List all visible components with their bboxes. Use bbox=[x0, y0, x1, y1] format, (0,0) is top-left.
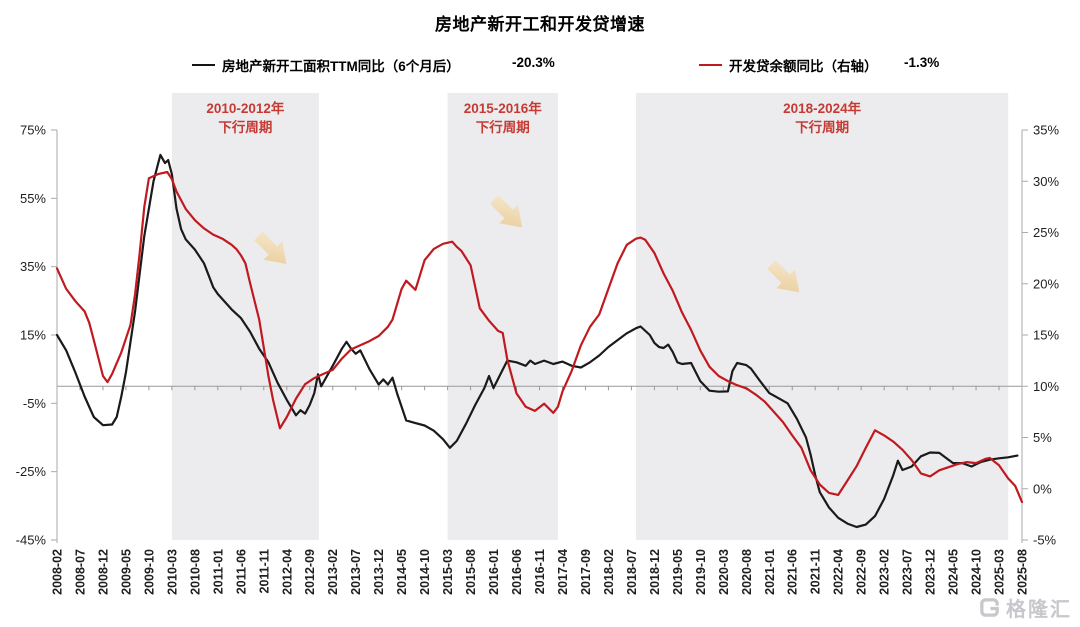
x-tick-label: 2013-07 bbox=[349, 549, 363, 595]
x-tick-label: 2019-10 bbox=[694, 549, 708, 595]
x-tick-label: 2021-11 bbox=[809, 549, 823, 594]
downcycle-band bbox=[447, 93, 558, 540]
x-tick-label: 2016-01 bbox=[487, 549, 501, 595]
down-arrow-icon bbox=[767, 260, 800, 293]
x-tick-label: 2012-09 bbox=[303, 549, 317, 595]
x-tick-label: 2015-03 bbox=[441, 549, 455, 595]
series-line-new-starts bbox=[55, 153, 1019, 529]
right-axis-label: 5% bbox=[1033, 430, 1052, 445]
right-axis-label: 30% bbox=[1033, 174, 1059, 189]
watermark: 格隆汇 bbox=[978, 593, 1072, 622]
x-tick-label: 2016-06 bbox=[510, 549, 524, 595]
x-tick-label: 2025-08 bbox=[1016, 549, 1030, 595]
legend-label-dev-loans: 开发贷余额同比（右轴） bbox=[729, 59, 878, 74]
right-axis-label: -5% bbox=[1033, 533, 1057, 548]
x-tick-label: 2011-06 bbox=[234, 549, 248, 594]
x-tick-label: 2009-05 bbox=[119, 549, 133, 595]
legend-label-new-starts: 房地产新开工面积TTM同比（6个月后） bbox=[222, 59, 460, 74]
legend-item-new-starts: 房地产新开工面积TTM同比（6个月后） bbox=[192, 55, 460, 75]
x-tick-label: 2021-01 bbox=[763, 549, 777, 595]
downcycle-band bbox=[171, 93, 319, 540]
left-axis-label: 35% bbox=[20, 259, 46, 274]
down-arrow-icon bbox=[489, 195, 523, 228]
right-axis-label: 20% bbox=[1033, 276, 1059, 291]
x-tick-label: 2024-10 bbox=[970, 549, 984, 595]
downcycle-band bbox=[636, 93, 1009, 540]
x-tick-label: 2009-10 bbox=[142, 549, 156, 595]
x-tick-label: 2015-08 bbox=[464, 549, 478, 595]
legend-item-dev-loans: 开发贷余额同比（右轴） bbox=[699, 55, 878, 75]
x-tick-label: 2020-03 bbox=[717, 549, 731, 595]
band-label-cycle: 下行周期 bbox=[795, 119, 849, 135]
x-tick-label: 2010-08 bbox=[188, 549, 202, 595]
down-arrow-icon bbox=[254, 231, 287, 265]
left-axis-label: 15% bbox=[20, 328, 46, 343]
x-tick-label: 2011-01 bbox=[211, 549, 225, 594]
x-tick-label: 2012-04 bbox=[280, 549, 294, 595]
left-axis-label: -5% bbox=[23, 396, 47, 411]
x-tick-label: 2017-09 bbox=[579, 549, 593, 595]
right-axis-label: 25% bbox=[1033, 225, 1059, 240]
legend: 房地产新开工面积TTM同比（6个月后） -20.3% 开发贷余额同比（右轴） -… bbox=[0, 55, 1080, 77]
x-tick-label: 2013-02 bbox=[326, 549, 340, 595]
x-tick-label: 2023-12 bbox=[924, 549, 938, 595]
band-label-cycle: 下行周期 bbox=[476, 119, 530, 135]
chart-title: 房地产新开工和开发贷增速 bbox=[435, 15, 645, 34]
x-tick-label: 2016-11 bbox=[533, 549, 547, 594]
x-tick-label: 2023-02 bbox=[878, 549, 892, 595]
right-axis-label: 10% bbox=[1033, 379, 1059, 394]
gelonghui-logo-icon bbox=[980, 598, 999, 617]
left-axis-label: -25% bbox=[16, 464, 47, 479]
x-tick-label: 2025-03 bbox=[993, 549, 1007, 595]
band-label-cycle: 下行周期 bbox=[218, 119, 272, 135]
x-tick-label: 2018-07 bbox=[625, 549, 639, 595]
x-tick-label: 2011-11 bbox=[257, 549, 271, 594]
x-tick-label: 2013-12 bbox=[372, 549, 386, 595]
legend-value-new-starts: -20.3% bbox=[512, 55, 555, 70]
x-tick-label: 2008-07 bbox=[73, 549, 87, 595]
x-tick-label: 2020-08 bbox=[740, 549, 754, 595]
watermark-text: 格隆汇 bbox=[1006, 599, 1072, 621]
right-axis-label: 15% bbox=[1033, 328, 1059, 343]
band-label-years: 2010-2012年 bbox=[206, 100, 285, 116]
x-tick-label: 2008-02 bbox=[51, 549, 65, 595]
band-label-years: 2015-2016年 bbox=[464, 100, 543, 116]
x-tick-label: 2010-03 bbox=[165, 549, 179, 595]
red-line-swatch-icon bbox=[699, 64, 722, 66]
x-tick-label: 2018-12 bbox=[648, 549, 662, 595]
legend-value-dev-loans: -1.3% bbox=[904, 55, 940, 70]
x-tick-label: 2014-10 bbox=[418, 549, 432, 595]
x-tick-label: 2024-05 bbox=[947, 549, 961, 595]
x-tick-label: 2021-06 bbox=[786, 549, 800, 595]
left-axis-label: 75% bbox=[20, 123, 46, 138]
x-tick-label: 2017-04 bbox=[556, 549, 570, 595]
x-tick-label: 2023-07 bbox=[901, 549, 915, 595]
x-tick-label: 2014-05 bbox=[395, 549, 409, 595]
band-label-years: 2018-2024年 bbox=[783, 100, 862, 116]
x-tick-label: 2022-09 bbox=[855, 549, 869, 595]
black-line-swatch-icon bbox=[192, 64, 215, 66]
right-axis-label: 0% bbox=[1033, 481, 1052, 496]
x-tick-label: 2018-02 bbox=[602, 549, 616, 595]
right-axis-label: 35% bbox=[1033, 123, 1059, 138]
left-axis-label: -45% bbox=[16, 533, 47, 548]
x-tick-label: 2008-12 bbox=[96, 549, 110, 595]
left-axis-label: 55% bbox=[20, 191, 46, 206]
series-line-dev-loans bbox=[55, 170, 1024, 504]
x-tick-label: 2022-04 bbox=[832, 549, 846, 595]
x-tick-label: 2019-05 bbox=[671, 549, 685, 595]
